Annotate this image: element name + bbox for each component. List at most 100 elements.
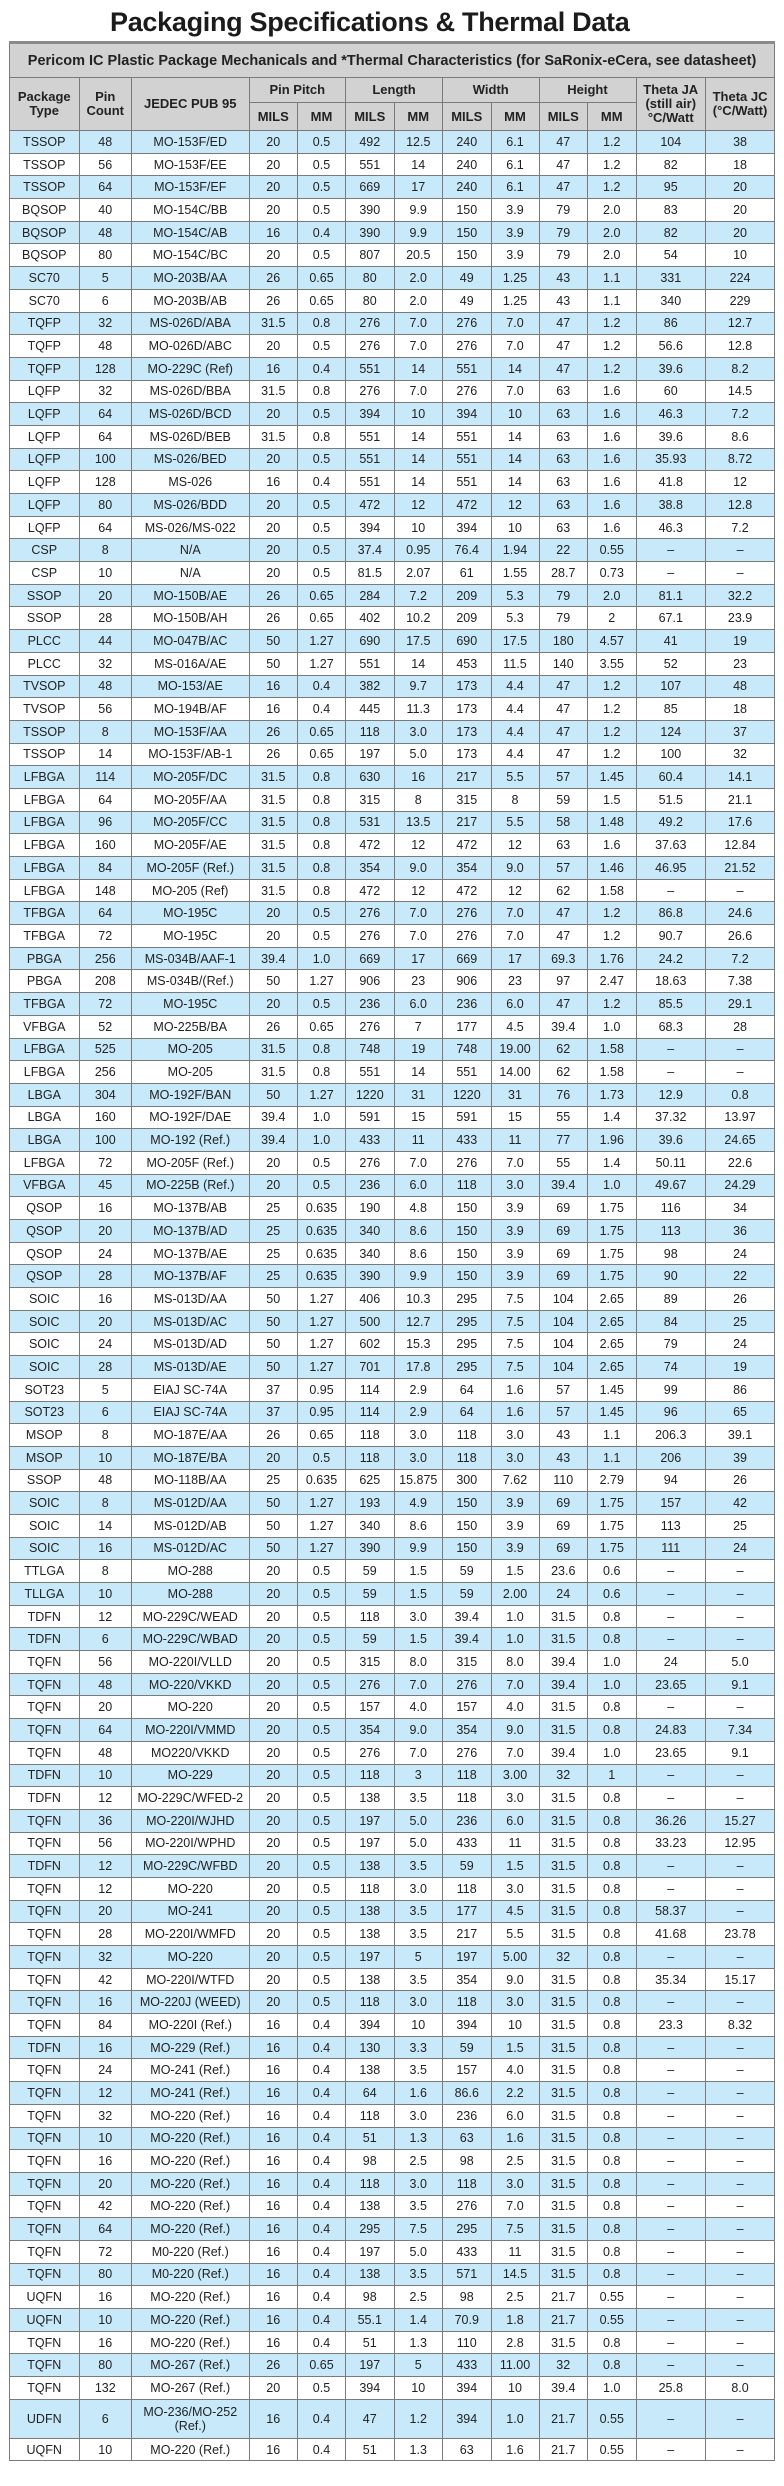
- cell-pitch-mils: 26: [248, 583, 298, 608]
- cell-length-mils: 433: [345, 1128, 395, 1152]
- cell-length-mils: 80: [345, 288, 395, 313]
- cell-package-type: TQFN: [9, 1967, 80, 1992]
- table-row: LQFP 64 MS-026D/BCD 20 0.5 394 10 394 10 63 1.6 46.…: [9, 402, 776, 426]
- cell-length-mils: 118: [345, 719, 395, 744]
- cell-height-mils: 58: [538, 810, 588, 835]
- cell-pin-count: 48: [78, 1740, 132, 1765]
- cell-pin-count: 256: [78, 946, 132, 971]
- cell-length-mm: 8.0: [393, 1650, 443, 1674]
- cell-pin-count: 56: [78, 1650, 132, 1674]
- cell-width-mm: 5.5: [490, 810, 540, 835]
- cell-package-type: TQFN: [9, 1876, 80, 1901]
- cell-length-mm: 12: [393, 833, 443, 857]
- cell-package-type: SOIC: [9, 1355, 80, 1379]
- cell-jedec: MO-241 (Ref.): [131, 2058, 250, 2083]
- cell-height-mils: 39.4: [538, 1173, 588, 1198]
- cell-pin-count: 16: [78, 1196, 132, 1220]
- cell-width-mils: 150: [442, 1196, 492, 1220]
- cell-width-mm: 7.0: [490, 924, 540, 948]
- cell-package-type: TQFN: [9, 2126, 80, 2151]
- cell-pin-count: 114: [78, 765, 132, 789]
- cell-pitch-mm: 0.5: [297, 1718, 346, 1742]
- cell-pitch-mils: 16: [248, 2194, 298, 2219]
- cell-theta-ja: 85.5: [635, 992, 706, 1016]
- cell-width-mm: 4.4: [490, 719, 540, 744]
- cell-width-mm: 1.0: [490, 1627, 540, 1652]
- cell-width-mm: 5.5: [490, 765, 540, 789]
- table-caption: Pericom IC Plastic Package Mechanicals a…: [8, 41, 776, 78]
- cell-pitch-mils: 50: [248, 969, 298, 994]
- table-row: LBGA 100 MO-192 (Ref.) 39.4 1.0 433 11 433 11 77 1…: [9, 1128, 776, 1152]
- cell-height-mils: 47: [538, 130, 588, 154]
- cell-pitch-mils: 16: [248, 2217, 298, 2241]
- cell-height-mils: 69: [538, 1241, 588, 1266]
- cell-pitch-mm: 1.0: [297, 1105, 346, 1130]
- cell-length-mm: 2.9: [393, 1400, 443, 1425]
- table-row: SOIC 16 MS-013D/AA 50 1.27 406 10.3 295 7.5 104 2.…: [9, 1287, 776, 1311]
- cell-length-mils: 276: [345, 1672, 395, 1697]
- cell-package-type: TDFN: [9, 2035, 80, 2060]
- cell-pitch-mm: 0.4: [297, 2058, 346, 2083]
- cell-package-type: TQFN: [9, 1899, 80, 1924]
- cell-width-mils: 295: [442, 1332, 492, 1357]
- cell-height-mm: 1.75: [587, 1536, 637, 1561]
- cell-jedec: MS-034B/AAF-1: [131, 946, 250, 971]
- cell-package-type: TQFN: [9, 2239, 80, 2264]
- cell-height-mils: 47: [538, 924, 588, 948]
- cell-width-mils: 59: [442, 2035, 492, 2060]
- cell-width-mm: 8.0: [490, 1650, 540, 1674]
- table-row: TDFN 12 MO-229C/WFED-2 20 0.5 138 3.5 118 3.0 31.…: [9, 1786, 776, 1810]
- cell-length-mils: 138: [345, 1922, 395, 1946]
- cell-length-mm: 3.0: [393, 2171, 443, 2196]
- cell-pin-count: 160: [78, 1105, 132, 1130]
- cell-height-mm: 1.1: [587, 1445, 637, 1470]
- cell-pitch-mm: 0.5: [297, 334, 346, 358]
- cell-length-mm: 10.3: [393, 1287, 443, 1311]
- cell-package-type: LFBGA: [9, 787, 80, 812]
- cell-theta-ja: 99: [635, 1377, 706, 1402]
- cell-width-mils: 551: [442, 470, 492, 494]
- cell-height-mils: 59: [538, 787, 588, 812]
- cell-theta-jc: 32.2: [704, 583, 776, 608]
- cell-theta-ja: 24.2: [635, 946, 706, 971]
- cell-width-mm: 10: [490, 2376, 540, 2400]
- cell-width-mm: 6.1: [490, 130, 540, 154]
- cell-width-mils: 209: [442, 583, 492, 608]
- cell-width-mm: 4.5: [490, 1014, 540, 1039]
- cell-height-mils: 180: [538, 629, 588, 653]
- cell-width-mils: 209: [442, 606, 492, 631]
- cell-pitch-mils: 20: [248, 1559, 298, 1583]
- cell-width-mm: 3.0: [490, 2171, 540, 2196]
- cell-pin-count: 16: [78, 1287, 132, 1311]
- cell-pin-count: 56: [78, 697, 132, 721]
- cell-package-type: LBGA: [9, 1128, 80, 1152]
- cell-theta-ja: 25.8: [635, 2376, 706, 2400]
- table-row: TSSOP 64 MO-153F/EF 20 0.5 669 17 240 6.1 47 1.2 95…: [9, 175, 776, 200]
- cell-theta-ja: 113: [635, 1513, 706, 1538]
- cell-pitch-mils: 20: [248, 1763, 298, 1788]
- cell-width-mils: 748: [442, 1037, 492, 1062]
- cell-width-mils: 551: [442, 356, 492, 381]
- cell-width-mm: 2.8: [490, 2330, 540, 2355]
- cell-pitch-mm: 0.8: [297, 1060, 346, 1084]
- cell-pitch-mils: 20: [248, 1582, 298, 1606]
- cell-package-type: CSP: [9, 538, 80, 563]
- cell-pin-count: 16: [78, 2149, 132, 2173]
- cell-theta-jc: –: [704, 1695, 776, 1720]
- cell-width-mm: 2.5: [490, 2149, 540, 2173]
- cell-width-mm: 19.00: [490, 1037, 540, 1062]
- cell-length-mm: 5: [393, 2353, 443, 2378]
- cell-length-mm: 14: [393, 1060, 443, 1084]
- cell-pin-count: 72: [78, 2239, 132, 2264]
- cell-pitch-mm: 0.4: [297, 2103, 346, 2128]
- cell-theta-jc: –: [704, 2353, 776, 2378]
- table-row: MSOP 10 MO-187E/BA 20 0.5 118 3.0 118 3.0 43 1.1 20…: [9, 1445, 776, 1470]
- cell-pin-count: 6: [78, 2398, 132, 2439]
- cell-theta-jc: 26.6: [704, 924, 776, 948]
- cell-height-mils: 47: [538, 697, 588, 721]
- cell-theta-ja: 84: [635, 1309, 706, 1334]
- cell-theta-ja: 74: [635, 1355, 706, 1379]
- cell-jedec: MS-034B/(Ref.): [131, 969, 250, 994]
- cell-jedec: MO-118B/AA: [131, 1468, 250, 1493]
- cell-pitch-mils: 26: [248, 266, 298, 290]
